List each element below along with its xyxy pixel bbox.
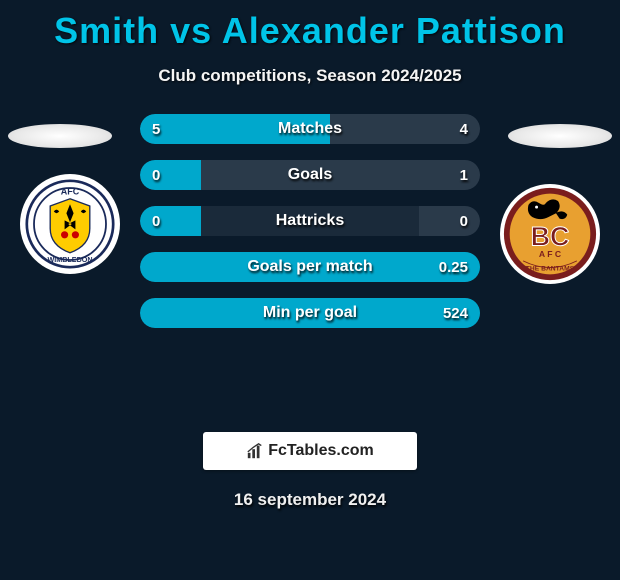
- date-text: 16 september 2024: [0, 490, 620, 510]
- stat-label: Goals: [140, 160, 480, 190]
- stat-bar: Goals0 1: [140, 160, 480, 190]
- stat-label: Matches: [140, 114, 480, 144]
- club-badge-left: AFC WIMBLEDON: [20, 174, 120, 274]
- svg-text:A F C: A F C: [539, 249, 561, 259]
- stat-value-left: 0: [152, 206, 160, 236]
- stat-label: Hattricks: [140, 206, 480, 236]
- svg-text:THE BANTAMS: THE BANTAMS: [526, 265, 575, 272]
- fctables-logo-icon: [246, 442, 264, 460]
- stat-value-right: 0.25: [439, 252, 468, 282]
- bradford-city-logo-icon: BC A F C THE BANTAMS: [502, 186, 598, 282]
- stat-bars: Matches54Goals01Hattricks00Goals per mat…: [140, 114, 480, 328]
- club-badge-right: BC A F C THE BANTAMS: [500, 184, 600, 284]
- stat-label: Min per goal: [140, 298, 480, 328]
- stat-bar: Hattricks0 0: [140, 206, 480, 236]
- attribution-text: FcTables.com: [268, 442, 374, 460]
- stat-label: Goals per match: [140, 252, 480, 282]
- comparison-content: AFC WIMBLEDON BC A F C THE BANTAMS Match…: [0, 114, 620, 414]
- stat-value-right: 4: [460, 114, 468, 144]
- stat-bar: Goals per match0.25: [140, 252, 480, 282]
- ellipse-left: [8, 124, 112, 148]
- stat-value-right: 524: [443, 298, 468, 328]
- svg-text:AFC: AFC: [61, 186, 80, 196]
- page-title: Smith vs Alexander Pattison: [0, 0, 620, 52]
- svg-text:BC: BC: [531, 222, 570, 252]
- stat-value-right: 0: [460, 206, 468, 236]
- stat-bar: Matches5 4: [140, 114, 480, 144]
- afc-wimbledon-logo-icon: AFC WIMBLEDON: [25, 179, 115, 269]
- stat-value-right: 1: [460, 160, 468, 190]
- subtitle: Club competitions, Season 2024/2025: [0, 66, 620, 86]
- ellipse-right: [508, 124, 612, 148]
- attribution-box: FcTables.com: [203, 432, 417, 470]
- stat-bar: Min per goal524: [140, 298, 480, 328]
- stat-value-left: 5: [152, 114, 160, 144]
- stat-value-left: 0: [152, 160, 160, 190]
- svg-text:WIMBLEDON: WIMBLEDON: [47, 255, 92, 264]
